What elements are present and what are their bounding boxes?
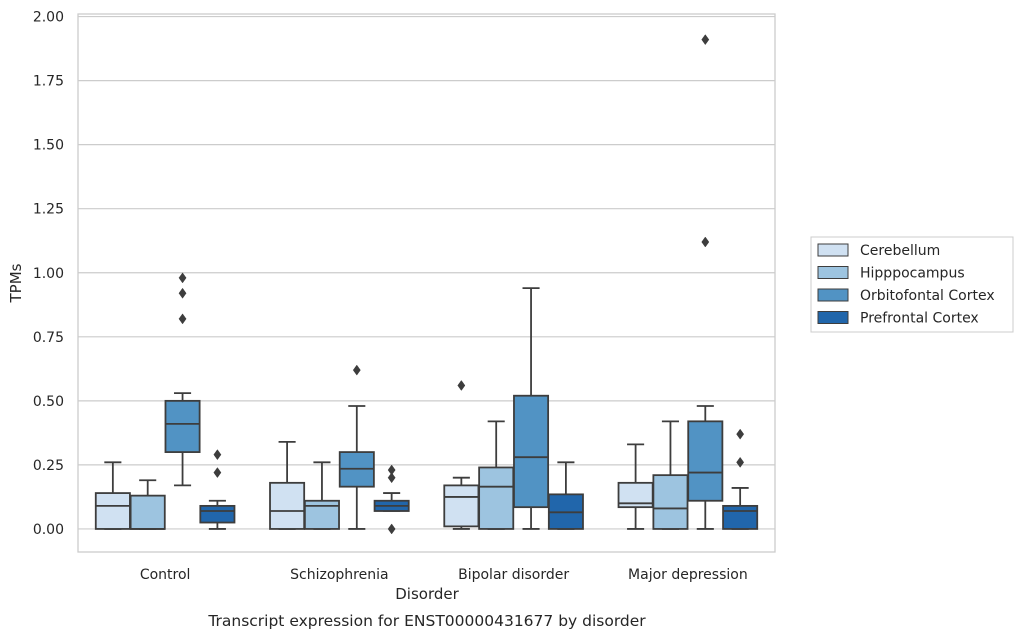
box-body [269,481,306,530]
x-tick-label: Schizophrenia [290,567,388,583]
legend-label: Prefrontal Cortex [860,311,979,327]
box-hipppocampus [478,420,515,530]
box-orbitofontal-cortex [513,287,550,530]
box-body [652,474,689,530]
box-hipppocampus [652,420,689,530]
chart-caption: Transcript expression for ENST0000043167… [207,612,646,630]
legend-swatch [817,243,849,257]
box-hipppocampus [129,479,166,530]
outlier-point [387,523,396,535]
category-group [617,34,759,530]
outlier-point [213,449,222,461]
category-group [94,272,236,530]
box-cerebellum [269,440,306,530]
legend-item: Hipppocampus [817,266,965,282]
outlier-point [178,272,187,284]
box-prefrontal-cortex [722,428,759,530]
legend-item: Prefrontal Cortex [817,311,979,327]
category-group [269,364,410,535]
legend-swatch [817,311,849,324]
legend-swatch [817,288,849,302]
box-groups [94,34,759,535]
outlier-point [736,456,745,468]
y-tick-labels: 0.00 0.25 0.50 0.75 1.00 1.25 1.50 1.75 2.00 [33,10,64,538]
outlier-point [457,380,466,391]
legend-item: Cerebellum [817,243,940,259]
outlier-point [736,428,745,440]
box-body [199,504,236,524]
plot-area-frame [77,13,776,553]
y-tick-label: 1.00 [33,266,64,282]
box-body [513,394,550,509]
y-tick-label: 1.25 [33,202,64,218]
box-hipppocampus [303,461,340,530]
y-tick-label: 1.50 [33,138,64,154]
box-body [687,420,724,502]
box-body [443,484,480,528]
category-group [443,287,584,530]
x-tick-labels: Control Schizophrenia Bipolar disorder Majo… [140,567,748,583]
legend-label: Cerebellum [860,243,940,259]
box-cerebellum [443,380,480,530]
y-tick-label: 0.75 [33,330,64,346]
legend: Cerebellum Hipppocampus Orbitofontal Corte… [810,236,1014,333]
outlier-point [213,467,222,479]
box-body [164,399,201,453]
y-tick-label: 0.00 [33,522,64,538]
x-tick-label: Control [140,567,191,583]
legend-swatch [817,266,849,279]
box-body [129,494,166,530]
y-tick-label: 1.75 [33,74,64,90]
outlier-point [701,236,710,248]
y-axis-title: TPMs [7,263,25,303]
box-orbitofontal-cortex [164,272,201,487]
box-cerebellum [94,461,131,530]
y-tick-label: 0.50 [33,394,64,410]
outlier-point [352,364,361,376]
box-prefrontal-cortex [547,461,584,530]
box-orbitofontal-cortex [338,364,375,530]
box-prefrontal-cortex [199,449,236,530]
box-prefrontal-cortex [373,464,410,535]
legend-label: Hipppocampus [860,266,965,282]
box-body [478,466,515,530]
outlier-point [701,34,710,46]
outlier-point [387,472,396,484]
x-tick-label: Bipolar disorder [458,567,569,583]
outlier-point [387,464,396,476]
x-axis-title: Disorder [395,585,459,603]
x-tick-label: Major depression [628,567,748,583]
outlier-point [178,313,187,325]
box-orbitofontal-cortex [687,34,724,530]
legend-label: Orbitofontal Cortex [860,288,995,304]
outlier-point [178,287,187,299]
y-tick-label: 0.25 [33,458,64,474]
box-body [94,492,131,530]
box-cerebellum [617,443,654,530]
y-tick-label: 2.00 [33,10,64,26]
legend-item: Orbitofontal Cortex [817,288,995,304]
box-body [722,504,759,530]
